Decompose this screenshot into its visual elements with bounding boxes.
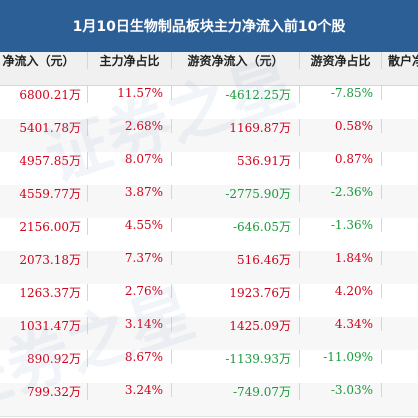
main-inflow-cell: 890.92万	[0, 350, 88, 367]
hot-inflow-cell: -4612.25万	[172, 86, 300, 103]
main-inflow-cell: 2073.18万	[0, 251, 88, 268]
table-row: 2073.18万 7.37% 516.46万 1.84%	[0, 251, 418, 285]
table-title: 1月10日生物制品板块主力净流入前10个股	[0, 0, 418, 52]
table-row: 4957.85万 8.07% 536.91万 0.87%	[0, 152, 418, 186]
hot-ratio-cell: -2.36%	[300, 185, 382, 199]
main-inflow-cell: 1263.37万	[0, 284, 88, 301]
header-hot-ratio: 游资净占比	[300, 52, 382, 69]
hot-inflow-cell: 1425.09万	[172, 317, 300, 334]
table-row: 4559.77万 3.87% -2775.90万 -2.36%	[0, 185, 418, 219]
header-hot-inflow: 游资净流入（元）	[172, 52, 300, 69]
table-row: 5401.78万 2.68% 1169.87万 0.58%	[0, 119, 418, 153]
hot-ratio-cell: -1.36%	[300, 218, 382, 232]
hot-inflow-cell: 1923.76万	[172, 284, 300, 301]
main-inflow-cell: 4559.77万	[0, 185, 88, 202]
hot-ratio-cell: -7.85%	[300, 86, 382, 100]
hot-inflow-cell: -1139.93万	[172, 350, 300, 367]
main-ratio-cell: 7.37%	[88, 251, 172, 265]
hot-inflow-cell: 536.91万	[172, 152, 300, 169]
main-ratio-cell: 3.14%	[88, 317, 172, 331]
table-row: 1263.37万 2.76% 1923.76万 4.20%	[0, 284, 418, 318]
table-header-row: 净流入（元） 主力净占比 游资净流入（元） 游资净占比 散户净	[0, 52, 418, 86]
table-row: 6800.21万 11.57% -4612.25万 -7.85%	[0, 86, 418, 120]
hot-inflow-cell: -646.05万	[172, 218, 300, 235]
main-inflow-cell: 5401.78万	[0, 119, 88, 136]
hot-inflow-cell: -2775.90万	[172, 185, 300, 202]
hot-ratio-cell: -3.03%	[300, 383, 382, 397]
hot-inflow-cell: 516.46万	[172, 251, 300, 268]
main-ratio-cell: 2.68%	[88, 119, 172, 133]
header-main-inflow: 净流入（元）	[0, 52, 88, 69]
main-inflow-cell: 4957.85万	[0, 152, 88, 169]
header-main-ratio: 主力净占比	[88, 52, 172, 69]
main-inflow-cell: 6800.21万	[0, 86, 88, 103]
table-row: 799.32万 3.24% -749.07万 -3.03%	[0, 383, 418, 417]
hot-ratio-cell: 1.84%	[300, 251, 382, 265]
main-ratio-cell: 8.07%	[88, 152, 172, 166]
main-ratio-cell: 4.55%	[88, 218, 172, 232]
hot-ratio-cell: 0.87%	[300, 152, 382, 166]
main-ratio-cell: 3.87%	[88, 185, 172, 199]
table-row: 1031.47万 3.14% 1425.09万 4.34%	[0, 317, 418, 351]
main-inflow-cell: 2156.00万	[0, 218, 88, 235]
header-retail: 散户净	[388, 54, 418, 68]
table-row: 2156.00万 4.55% -646.05万 -1.36%	[0, 218, 418, 252]
main-ratio-cell: 8.67%	[88, 350, 172, 364]
hot-inflow-cell: 1169.87万	[172, 119, 300, 136]
hot-ratio-cell: -11.09%	[300, 350, 382, 364]
main-inflow-cell: 1031.47万	[0, 317, 88, 334]
main-ratio-cell: 2.76%	[88, 284, 172, 298]
hot-ratio-cell: 4.34%	[300, 317, 382, 331]
table-row: 890.92万 8.67% -1139.93万 -11.09%	[0, 350, 418, 384]
hot-ratio-cell: 0.58%	[300, 119, 382, 133]
main-inflow-cell: 799.32万	[0, 383, 88, 400]
main-ratio-cell: 11.57%	[88, 86, 172, 100]
hot-ratio-cell: 4.20%	[300, 284, 382, 298]
main-ratio-cell: 3.24%	[88, 383, 172, 397]
hot-inflow-cell: -749.07万	[172, 383, 300, 400]
